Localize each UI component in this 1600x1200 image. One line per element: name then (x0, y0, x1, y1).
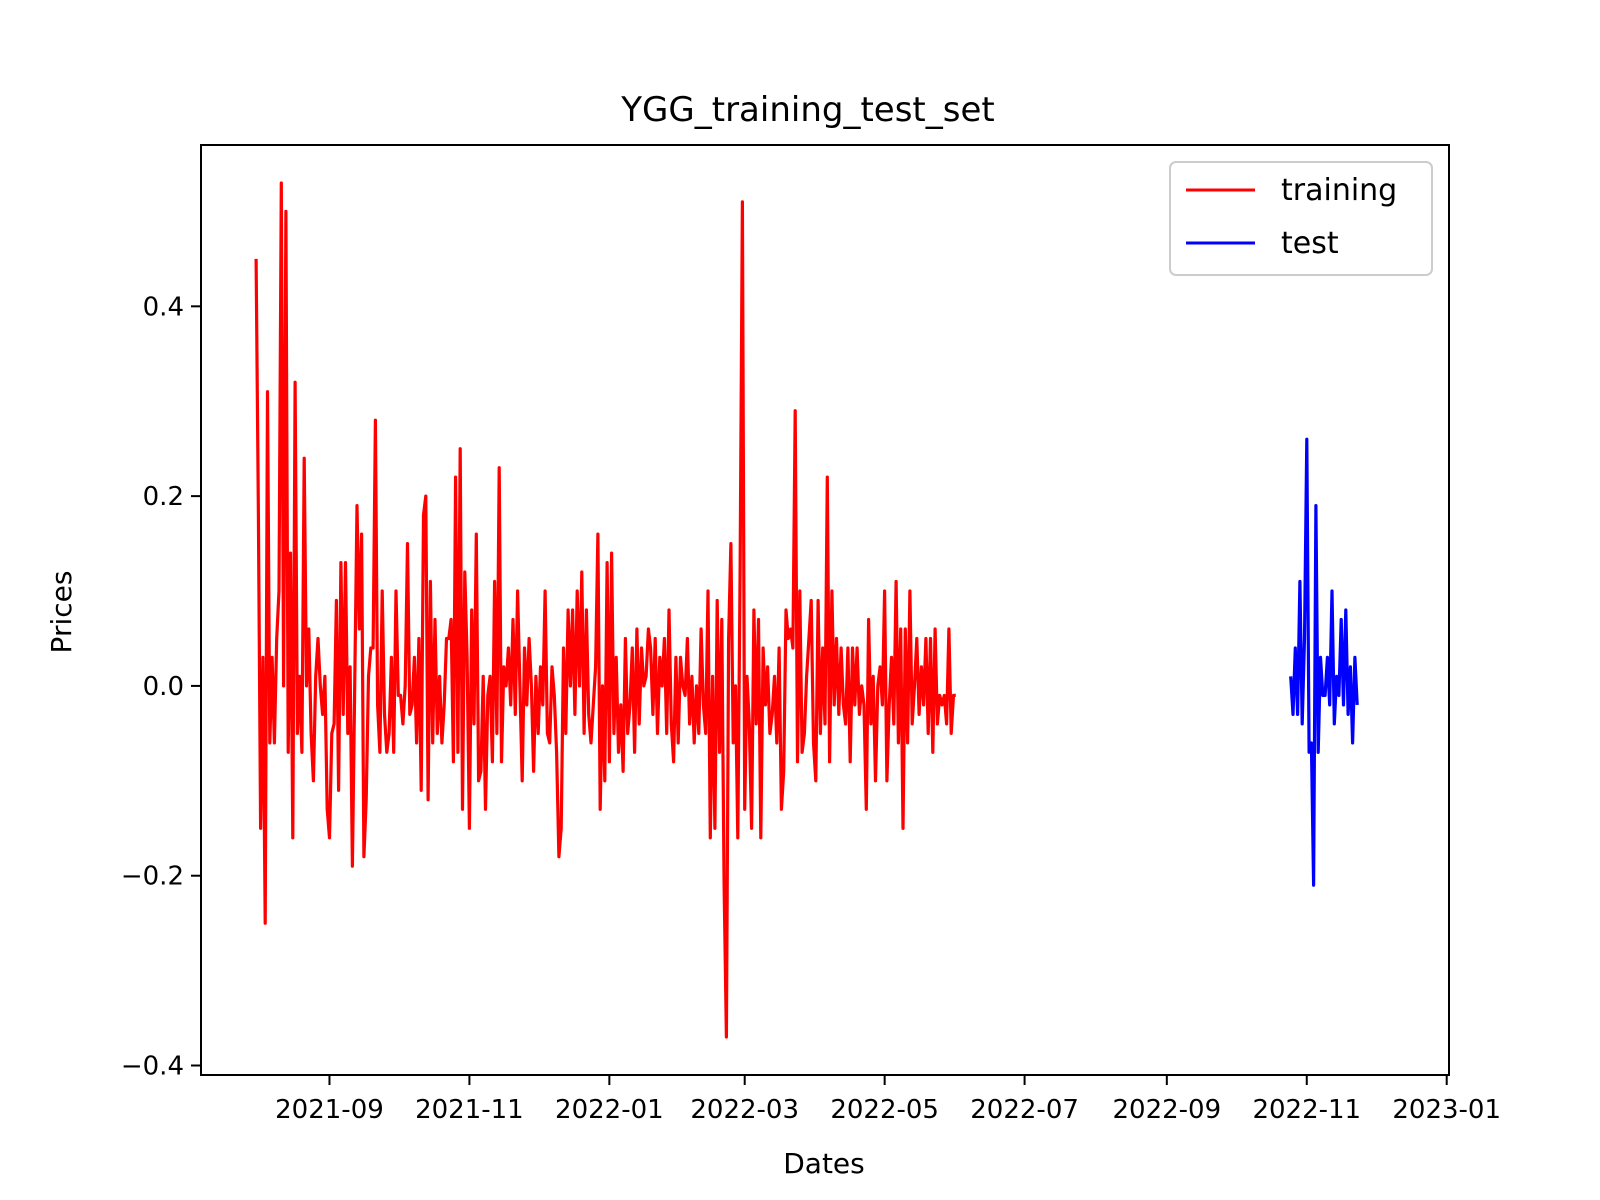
x-tick-label-2023-01: 2023-01 (1392, 1095, 1501, 1125)
x-tick-label-2021-11: 2021-11 (415, 1095, 524, 1125)
y-tick-label-2: 0.0 (143, 672, 184, 702)
x-tick-label-2022-09: 2022-09 (1113, 1095, 1222, 1125)
y-axis: 0.4 0.2 0.0 −0.2 −0.4 (121, 292, 201, 1082)
legend-label-training: training (1281, 173, 1397, 208)
x-tick-label-2021-09: 2021-09 (275, 1095, 384, 1125)
y-tick-label-4: −0.4 (121, 1052, 184, 1082)
series-layer (254, 181, 1359, 1039)
y-tick-label-0: 0.4 (143, 292, 184, 322)
x-tick-label-2022-01: 2022-01 (555, 1095, 664, 1125)
chart-title: YGG_training_test_set (620, 90, 994, 130)
x-axis: 2021-09 2021-11 2022-01 2022-03 2022-05 2022-… (275, 1075, 1501, 1125)
series-line-test (1289, 437, 1359, 887)
y-tick-label-3: −0.2 (121, 862, 184, 892)
x-tick-label-2022-03: 2022-03 (690, 1095, 799, 1125)
series-line-training (254, 181, 956, 1039)
y-tick-label-1: 0.2 (143, 482, 184, 512)
x-axis-label: Dates (783, 1147, 865, 1180)
plot-area (200, 144, 1450, 1076)
x-tick-label-2022-11: 2022-11 (1252, 1095, 1361, 1125)
x-tick-label-2022-07: 2022-07 (970, 1095, 1079, 1125)
y-axis-label: Prices (45, 571, 78, 654)
x-tick-label-2022-05: 2022-05 (830, 1095, 939, 1125)
legend-label-test: test (1281, 226, 1339, 261)
legend: training test (1169, 161, 1433, 276)
